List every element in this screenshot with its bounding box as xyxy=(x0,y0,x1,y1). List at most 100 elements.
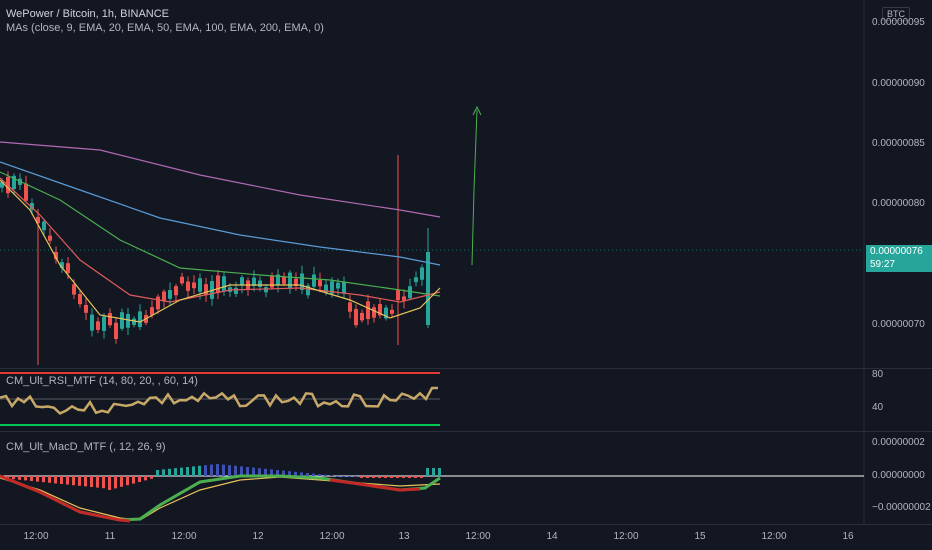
macd-histogram-bar xyxy=(312,473,315,476)
candle-body xyxy=(390,309,394,314)
candle-body xyxy=(186,281,190,291)
pane-divider[interactable] xyxy=(0,431,932,432)
candle-body xyxy=(342,282,346,294)
candle-body xyxy=(420,267,424,280)
candle-body xyxy=(366,301,370,320)
rsi-legend[interactable]: CM_Ult_RSI_MTF (14, 80, 20, , 60, 14) xyxy=(6,375,198,387)
time-label: 11 xyxy=(104,531,116,542)
macd-histogram-bar xyxy=(78,476,81,486)
macd-histogram-bar xyxy=(390,476,393,478)
macd-histogram-bar xyxy=(48,476,51,483)
macd-histogram-bar xyxy=(246,467,249,476)
macd-line-falling xyxy=(329,478,421,492)
candle-body xyxy=(126,313,130,328)
macd-histogram-bar xyxy=(18,476,21,480)
candle-body xyxy=(174,286,178,296)
candle-body xyxy=(78,293,82,305)
candle-body xyxy=(156,296,160,310)
macd-histogram-bar xyxy=(330,475,333,476)
arrow-head-icon xyxy=(472,105,482,116)
currency-badge[interactable]: BTC xyxy=(882,7,910,21)
macd-histogram-bar xyxy=(372,476,375,478)
rsi-line xyxy=(0,386,438,415)
candle-body xyxy=(102,316,106,331)
candle-body xyxy=(90,314,94,331)
macd-histogram-bar xyxy=(96,476,99,488)
candle-body xyxy=(372,307,376,318)
candle-body xyxy=(270,276,274,288)
time-label: 12:00 xyxy=(761,531,787,542)
macd-legend[interactable]: CM_Ult_MacD_MTF (, 12, 26, 9) xyxy=(6,441,166,453)
candle-body xyxy=(348,302,352,312)
macd-histogram-bar xyxy=(258,468,261,476)
price-label: 0.00000085 xyxy=(872,138,925,149)
time-label: 15 xyxy=(694,531,706,542)
macd-histogram-bar xyxy=(432,468,435,476)
time-label: 14 xyxy=(546,531,558,542)
candle-body xyxy=(336,282,340,289)
candle-body xyxy=(24,183,28,201)
symbol-title[interactable]: WePower / Bitcoin, 1h, BINANCE xyxy=(6,8,170,20)
bar-countdown: 59:27 xyxy=(870,259,896,270)
time-label: 12 xyxy=(252,531,264,542)
macd-histogram-bar xyxy=(420,476,423,478)
candle-body xyxy=(324,284,328,293)
macd-histogram-bar xyxy=(324,474,327,476)
time-label: 12:00 xyxy=(23,531,49,542)
candle-body xyxy=(414,277,418,283)
macd-histogram-bar xyxy=(294,471,297,476)
macd-histogram-bar xyxy=(396,476,399,478)
candle-body xyxy=(402,296,406,301)
price-label: 0.00000070 xyxy=(872,319,925,330)
macd-histogram-bar xyxy=(348,476,351,477)
macd-histogram-bar xyxy=(156,470,159,476)
rsi-axis[interactable]: 80 40 xyxy=(864,369,932,431)
candle-body xyxy=(396,290,400,301)
candle-body xyxy=(216,275,220,294)
macd-histogram-bar xyxy=(36,476,39,482)
candle-body xyxy=(36,216,40,224)
macd-histogram-bar xyxy=(306,473,309,476)
macd-histogram-bar xyxy=(114,476,117,489)
macd-axis[interactable]: 0.00000002 0.00000000 −0.00000002 xyxy=(864,432,932,524)
macd-histogram-bar xyxy=(336,476,339,477)
macd-axis-label: 0.00000002 xyxy=(872,437,925,448)
time-label: 12:00 xyxy=(319,531,345,542)
macd-histogram-bar xyxy=(384,476,387,478)
macd-histogram-bar xyxy=(42,476,45,483)
macd-histogram-bar xyxy=(240,466,243,476)
candle-body xyxy=(276,274,280,285)
macd-histogram-bar xyxy=(282,470,285,476)
candle-body xyxy=(162,291,166,302)
macd-histogram-bar xyxy=(120,476,123,487)
macd-histogram-bar xyxy=(66,476,69,485)
candle-body xyxy=(408,286,412,299)
candle-body xyxy=(354,309,358,326)
macd-histogram-bar xyxy=(144,476,147,481)
candle-body xyxy=(306,285,310,296)
price-axis[interactable]: 0.00000095 0.00000090 0.00000085 0.00000… xyxy=(864,0,932,368)
price-label: 0.00000095 xyxy=(872,17,925,28)
ema20-line xyxy=(0,177,441,303)
macd-histogram-bar xyxy=(318,474,321,476)
time-label: 12:00 xyxy=(171,531,197,542)
candle-body xyxy=(318,280,322,287)
macd-histogram-bar xyxy=(234,465,237,476)
rsi-axis-label: 40 xyxy=(872,402,884,413)
macd-histogram-bar xyxy=(288,471,291,476)
macd-histogram-bar xyxy=(252,467,255,476)
candle-body xyxy=(42,221,46,231)
macd-histogram-bar xyxy=(90,476,93,487)
candle-body xyxy=(12,175,16,190)
pane-divider[interactable] xyxy=(0,368,932,369)
ma-indicator-label[interactable]: MAs (close, 9, EMA, 20, EMA, 50, EMA, 10… xyxy=(6,22,324,34)
candle-body xyxy=(60,262,64,269)
macd-axis-label: 0.00000000 xyxy=(872,470,925,481)
candle-body xyxy=(120,312,124,329)
macd-histogram-bar xyxy=(300,472,303,476)
macd-histogram-bar xyxy=(264,468,267,476)
ema50-line xyxy=(0,171,441,297)
rsi-axis-label: 80 xyxy=(872,369,884,380)
macd-histogram-bar xyxy=(366,476,369,478)
